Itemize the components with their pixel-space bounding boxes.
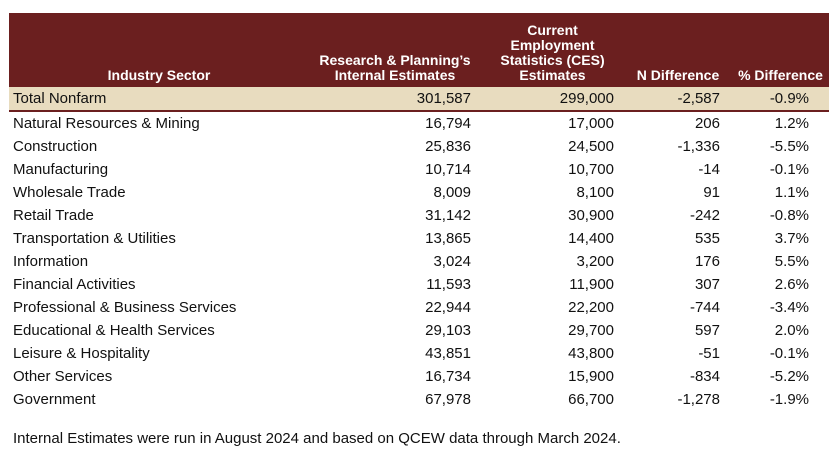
internal-estimate-cell: 29,103 [425,321,471,339]
header-ces-estimates: Current Employment Statistics (CES) Esti… [500,22,605,83]
n-difference-cell: -744 [689,298,720,316]
percent-difference-cell: -5.2% [769,367,809,385]
n-difference-cell: -1,336 [677,137,720,155]
employment-estimates-table: Industry Sector Research & Planning’s In… [9,13,829,411]
ces-estimate-cell: 299,000 [481,86,624,111]
n-difference-cell: 535 [694,229,720,247]
table-row: Educational & Health Services 29,103 29,70… [9,319,829,342]
ces-estimate-cell: 66,700 [568,390,614,408]
ces-estimate-cell: 24,500 [568,137,614,155]
internal-estimate-cell: 67,978 [425,390,471,408]
table-row: Financial Activities 11,593 11,900 307 2.6% [9,273,829,296]
ces-estimate-cell: 8,100 [576,183,614,201]
industry-sector-cell: Educational & Health Services [13,321,215,339]
industry-sector-cell: Government [13,390,96,408]
ces-estimate-cell: 10,700 [568,160,614,178]
ces-estimate-cell: 22,200 [568,298,614,316]
n-difference-cell: 91 [703,183,720,201]
n-difference-cell: -14 [698,160,720,178]
industry-sector-cell: Professional & Business Services [13,298,237,316]
industry-sector-cell: Other Services [13,367,113,385]
industry-sector-cell: Retail Trade [13,206,94,224]
header-n-difference: N Difference [636,67,720,83]
percent-difference-cell: -0.1% [769,344,809,362]
ces-estimate-cell: 11,900 [569,275,614,293]
n-difference-cell: 176 [694,252,720,270]
industry-sector-cell: Construction [13,137,98,155]
internal-estimate-cell: 22,944 [425,298,471,316]
header-internal-estimates: Research & Planning’s Internal Estimates [319,52,471,83]
table-row: Professional & Business Services 22,944 22… [9,296,829,319]
percent-difference-cell: -1.9% [769,390,809,408]
table-row: Manufacturing 10,714 10,700 -14 -0.1% [9,158,829,181]
table-row: Government 67,978 66,700 -1,278 -1.9% [9,388,829,411]
internal-estimate-cell: 43,851 [425,344,471,362]
industry-sector-cell: Information [13,252,89,270]
n-difference-cell: 206 [694,114,720,132]
ces-estimate-cell: 3,200 [576,252,614,270]
percent-difference-cell: 1.2% [774,114,809,132]
internal-estimate-cell: 31,142 [425,206,471,224]
table-row: Retail Trade 31,142 30,900 -242 -0.8% [9,204,829,227]
ces-estimate-cell: 29,700 [568,321,614,339]
n-difference-cell: -2,587 [624,86,732,111]
footnote: Internal Estimates were run in August 20… [13,430,621,447]
industry-sector-cell: Leisure & Hospitality [13,344,150,362]
n-difference-cell: -1,278 [677,390,720,408]
industry-sector-cell: Manufacturing [13,160,109,178]
percent-difference-cell: -3.4% [769,298,809,316]
n-difference-cell: 597 [694,321,720,339]
internal-estimate-cell: 8,009 [433,183,471,201]
industry-sector-cell: Financial Activities [13,275,136,293]
internal-estimate-cell: 13,865 [425,229,471,247]
percent-difference-cell: -0.1% [769,160,809,178]
table-row: Wholesale Trade 8,009 8,100 91 1.1% [9,181,829,204]
internal-estimate-cell: 11,593 [426,275,471,293]
n-difference-cell: -242 [689,206,720,224]
percent-difference-cell: -0.8% [769,206,809,224]
ces-estimate-cell: 17,000 [568,114,614,132]
table-row: Leisure & Hospitality 43,851 43,800 -51 -0.1… [9,342,829,365]
ces-estimate-cell: 43,800 [568,344,614,362]
industry-sector-cell: Transportation & Utilities [13,229,176,247]
internal-estimate-cell: 16,794 [425,114,471,132]
percent-difference-cell: 2.6% [774,275,809,293]
table-row: Information 3,024 3,200 176 5.5% [9,250,829,273]
internal-estimate-cell: 16,734 [425,367,471,385]
n-difference-cell: 307 [694,275,720,293]
industry-sector-cell: Total Nonfarm [9,86,309,111]
n-difference-cell: -834 [689,367,720,385]
total-row: Total Nonfarm 301,587 299,000 -2,587 -0.9% [9,86,829,111]
percent-difference-cell: -5.5% [769,137,809,155]
header-industry-sector: Industry Sector [107,67,211,83]
industry-sector-cell: Natural Resources & Mining [13,114,200,132]
percent-difference-cell: 1.1% [774,183,809,201]
table-body: Total Nonfarm 301,587 299,000 -2,587 -0.9% Na… [9,86,829,411]
internal-estimate-cell: 3,024 [433,252,471,270]
header-percent-difference: % Difference [738,67,823,83]
table-row: Other Services 16,734 15,900 -834 -5.2% [9,365,829,388]
internal-estimate-cell: 10,714 [425,160,471,178]
internal-estimate-cell: 25,836 [425,137,471,155]
table-row: Natural Resources & Mining 16,794 17,000 20… [9,111,829,135]
percent-difference-cell: 2.0% [774,321,809,339]
percent-difference-cell: 3.7% [774,229,809,247]
n-difference-cell: -51 [698,344,720,362]
ces-estimate-cell: 15,900 [568,367,614,385]
ces-estimate-cell: 14,400 [568,229,614,247]
industry-sector-cell: Wholesale Trade [13,183,126,201]
ces-estimate-cell: 30,900 [568,206,614,224]
table-row: Construction 25,836 24,500 -1,336 -5.5% [9,135,829,158]
table-header-row: Industry Sector Research & Planning’s In… [9,13,829,86]
percent-difference-cell: -0.9% [732,86,829,111]
internal-estimate-cell: 301,587 [309,86,481,111]
percent-difference-cell: 5.5% [774,252,809,270]
table-row: Transportation & Utilities 13,865 14,400 53… [9,227,829,250]
